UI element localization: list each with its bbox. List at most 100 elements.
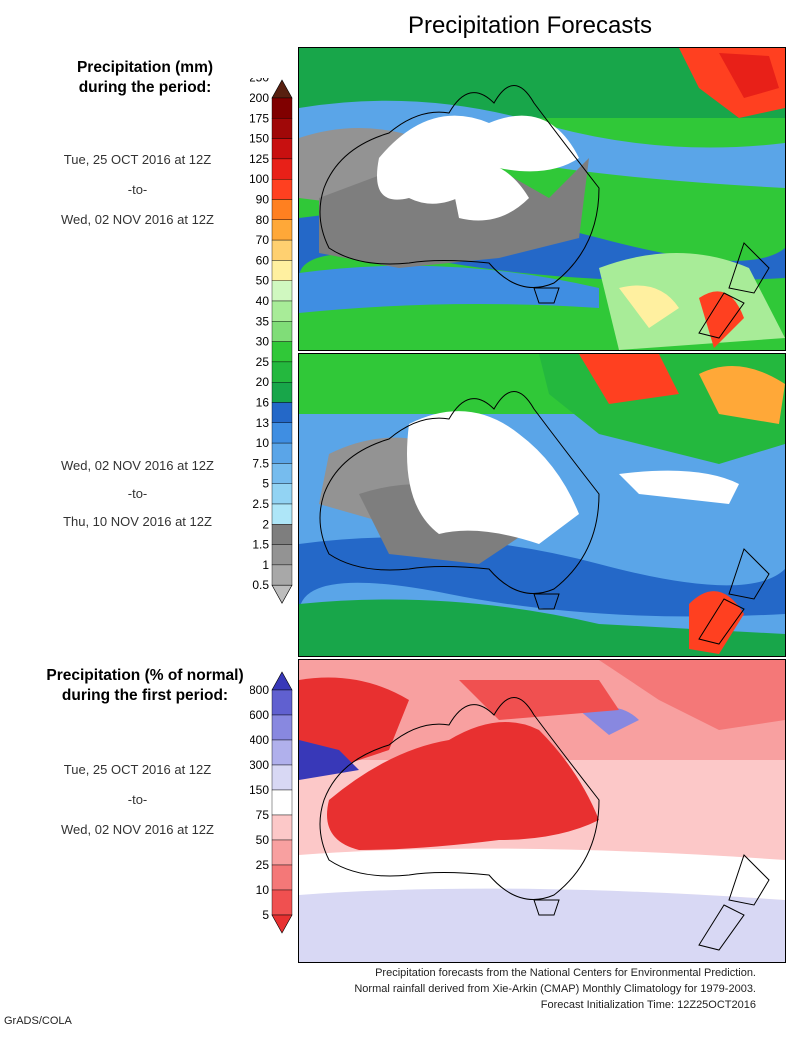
precip-colorbar-bin: [271, 280, 293, 302]
precip-colorbar-tick-label: 10: [256, 436, 270, 450]
precip-colorbar-tick-label: 90: [256, 193, 270, 207]
precip-colorbar-bin: [271, 321, 293, 342]
pct-colorbar-bin: [271, 864, 293, 891]
precip-colorbar-bin: [271, 442, 293, 464]
pct-colorbar-bin: [271, 839, 293, 866]
pct-colorbar-tick-label: 800: [250, 683, 269, 697]
pct-colorbar-bin: [271, 689, 293, 716]
precip-colorbar-bin: [271, 463, 293, 484]
precip-colorbar-tick-label: 60: [256, 253, 270, 267]
precip-heading-line1: Precipitation (mm): [76, 59, 214, 76]
period2-start: Wed, 02 NOV 2016 at 12Z: [61, 458, 214, 473]
period2-separator: -to-: [127, 486, 148, 501]
pct-period-separator: -to-: [127, 792, 148, 807]
pct-colorbar-tick-label: 600: [250, 708, 269, 722]
pct-colorbar: 5 10 25 50 75 150 300 400 600 800: [250, 671, 293, 934]
pct-heading: Precipitation (% of normal) during the f…: [20, 666, 270, 706]
precip-heading-line2: during the period:: [78, 79, 212, 96]
pct-colorbar-bin: [271, 889, 293, 916]
pct-colorbar-tick-label: 50: [256, 833, 270, 847]
precip-colorbar-tick-label: 175: [250, 111, 269, 125]
precip-colorbar-bin: [271, 239, 293, 261]
precip-colorbar-tick-label: 50: [256, 274, 270, 288]
precip-map-period2-graphic: [299, 354, 785, 656]
precip-colorbar-tick-label: 70: [256, 233, 270, 247]
pct-period-start: Tue, 25 OCT 2016 at 12Z: [63, 762, 212, 777]
precip-colorbar-bin: [271, 138, 293, 160]
precip-colorbar-tick-label: 1.5: [252, 538, 269, 552]
precip-colorbar-bin: [271, 402, 293, 423]
precip-colorbar-tick-label: 0.5: [252, 578, 269, 592]
precip-colorbar-tick-label: 80: [256, 213, 270, 227]
precip-colorbar-bin: [271, 260, 293, 281]
precip-colorbar-bin: [271, 361, 293, 383]
pct-period-end: Wed, 02 NOV 2016 at 12Z: [61, 822, 214, 837]
period1-separator: -to-: [127, 182, 148, 197]
pct-normal-map-graphic: [299, 660, 785, 962]
credit-label: GrADS/COLA: [4, 1015, 72, 1027]
pct-colorbar-tick-label: 150: [250, 783, 269, 797]
precip-colorbar-bin-top: [271, 79, 293, 99]
period1-start: Tue, 25 OCT 2016 at 12Z: [63, 152, 212, 167]
precip-map-period1-graphic: [299, 48, 785, 350]
precip-colorbar-bin-bottom: [271, 584, 293, 604]
pct-colorbar-bin-bottom: [271, 914, 293, 934]
precip-colorbar-tick-label: 125: [250, 152, 269, 166]
footnote-3: Forecast Initialization Time: 12Z25OCT20…: [540, 999, 756, 1011]
precip-colorbar-tick-label: 20: [256, 375, 270, 389]
precip-colorbar-bin: [271, 97, 293, 119]
pct-colorbar-tick-label: 400: [250, 733, 269, 747]
period1-end: Wed, 02 NOV 2016 at 12Z: [61, 212, 214, 227]
precip-colorbar-tick-label: 250: [250, 78, 269, 85]
precip-colorbar: 0.5 1 1.5 2 2.5 5 7.5 10 13 16 20 25 30 35 40 50 60 70 80 9…: [250, 78, 293, 604]
pct-colorbar-bin: [271, 714, 293, 741]
precip-colorbar-bin: [271, 178, 293, 200]
precip-colorbar-tick-label: 40: [256, 294, 270, 308]
precip-colorbar-tick-label: 5: [262, 477, 269, 491]
footnote-2: Normal rainfall derived from Xie-Arkin (…: [354, 983, 756, 995]
precip-colorbar-bin: [271, 483, 293, 505]
precip-colorbar-tick-label: 150: [250, 132, 269, 146]
precip-colorbar-bin: [271, 524, 293, 545]
precip-colorbar-tick-label: 30: [256, 335, 270, 349]
precip-colorbar-bin: [271, 219, 293, 241]
pct-colorbar-bin: [271, 764, 293, 791]
pct-heading-line1: Precipitation (% of normal): [46, 667, 244, 684]
precip-colorbar-tick-label: 1: [262, 558, 269, 572]
precip-colorbar-bin: [271, 158, 293, 180]
pct-colorbar-bin: [271, 789, 293, 816]
precip-colorbar-tick-label: 13: [256, 416, 270, 430]
footnote-1: Precipitation forecasts from the Nationa…: [375, 967, 756, 979]
pct-colorbar-bin: [271, 814, 293, 841]
precip-colorbar-bin: [271, 382, 293, 403]
pct-colorbar-tick-label: 300: [250, 758, 269, 772]
page-title: Precipitation Forecasts: [407, 12, 653, 39]
precip-map-period2: [298, 353, 786, 657]
precip-colorbar-tick-label: 200: [250, 91, 269, 105]
pct-colorbar-tick-label: 10: [256, 883, 270, 897]
precip-heading: Precipitation (mm) during the period:: [20, 58, 270, 98]
precip-colorbar-bin: [271, 564, 293, 586]
pct-colorbar-tick-label: 25: [256, 858, 270, 872]
pct-colorbar-tick-label: 5: [262, 908, 269, 922]
pct-heading-line2: during the first period:: [61, 687, 229, 704]
precip-colorbar-bin: [271, 300, 293, 322]
precip-map-period1: [298, 47, 786, 351]
precip-colorbar-bin: [271, 341, 293, 363]
pct-colorbar-bin-top: [271, 671, 293, 691]
precip-colorbar-tick-label: 7.5: [252, 456, 269, 470]
precip-colorbar-tick-label: 25: [256, 355, 270, 369]
precip-colorbar-bin: [271, 422, 293, 444]
pct-colorbar-bin: [271, 739, 293, 766]
precip-colorbar-tick-label: 100: [250, 172, 269, 186]
precip-colorbar-bin: [271, 199, 293, 220]
period2-end: Thu, 10 NOV 2016 at 12Z: [63, 514, 212, 529]
precip-colorbar-bin: [271, 544, 293, 566]
precip-colorbar-tick-label: 16: [256, 396, 270, 410]
precip-colorbar-tick-label: 2: [262, 517, 269, 531]
precip-colorbar-tick-label: 35: [256, 314, 270, 328]
precip-colorbar-bin: [271, 118, 293, 139]
pct-colorbar-tick-label: 75: [256, 808, 270, 822]
precip-colorbar-bin: [271, 503, 293, 525]
pct-normal-map: [298, 659, 786, 963]
